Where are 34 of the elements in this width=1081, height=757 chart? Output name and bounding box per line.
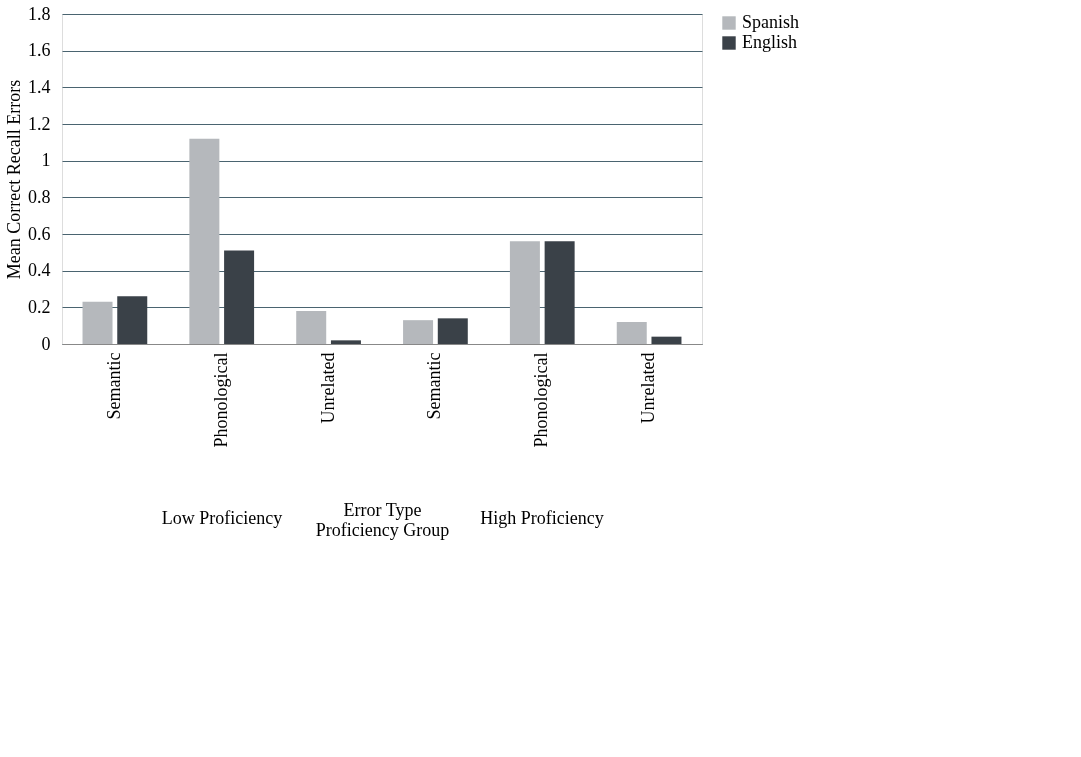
y-tick-label: 0.6: [28, 223, 51, 244]
text: High Proficiency: [480, 508, 604, 528]
y-tick-label: 0.8: [28, 186, 51, 207]
y-tick-label: 1.2: [28, 113, 51, 134]
text: Low Proficiency: [161, 508, 283, 528]
y-tick-label: 0.2: [28, 296, 51, 317]
y-tick-label: 0: [41, 333, 51, 354]
legend-label: English: [742, 32, 798, 52]
x-tick-label: Unrelated: [638, 352, 659, 424]
y-tick-label: 0.4: [28, 260, 51, 281]
bar: [224, 250, 255, 344]
y-axis-title: Mean Correct Recall Errors: [4, 79, 24, 280]
legend-label: Spanish: [742, 12, 800, 32]
bar: [403, 320, 434, 344]
y-tick-label: 1.4: [28, 76, 51, 97]
x-tick-label: Phonological: [531, 352, 552, 448]
x-tick-label: Semantic: [424, 352, 445, 420]
x-tick-label: Phonological: [210, 352, 231, 448]
bar: [189, 138, 220, 344]
x-tick-label: Semantic: [103, 352, 124, 420]
y-tick-label: 1.8: [28, 3, 51, 24]
bar: [437, 318, 468, 344]
bar: [509, 241, 540, 344]
x-axis-title: Error Type Proficiency Group: [315, 500, 450, 541]
bar: [330, 340, 361, 344]
y-tick-label: 1.6: [28, 40, 51, 61]
x-tick-label: Unrelated: [317, 352, 338, 424]
bar: [82, 301, 113, 344]
bar: [544, 241, 575, 344]
bar: [651, 336, 682, 344]
bar: [296, 311, 327, 344]
bar: [616, 322, 647, 344]
y-tick-label: 1: [41, 150, 51, 171]
bar: [117, 296, 148, 344]
